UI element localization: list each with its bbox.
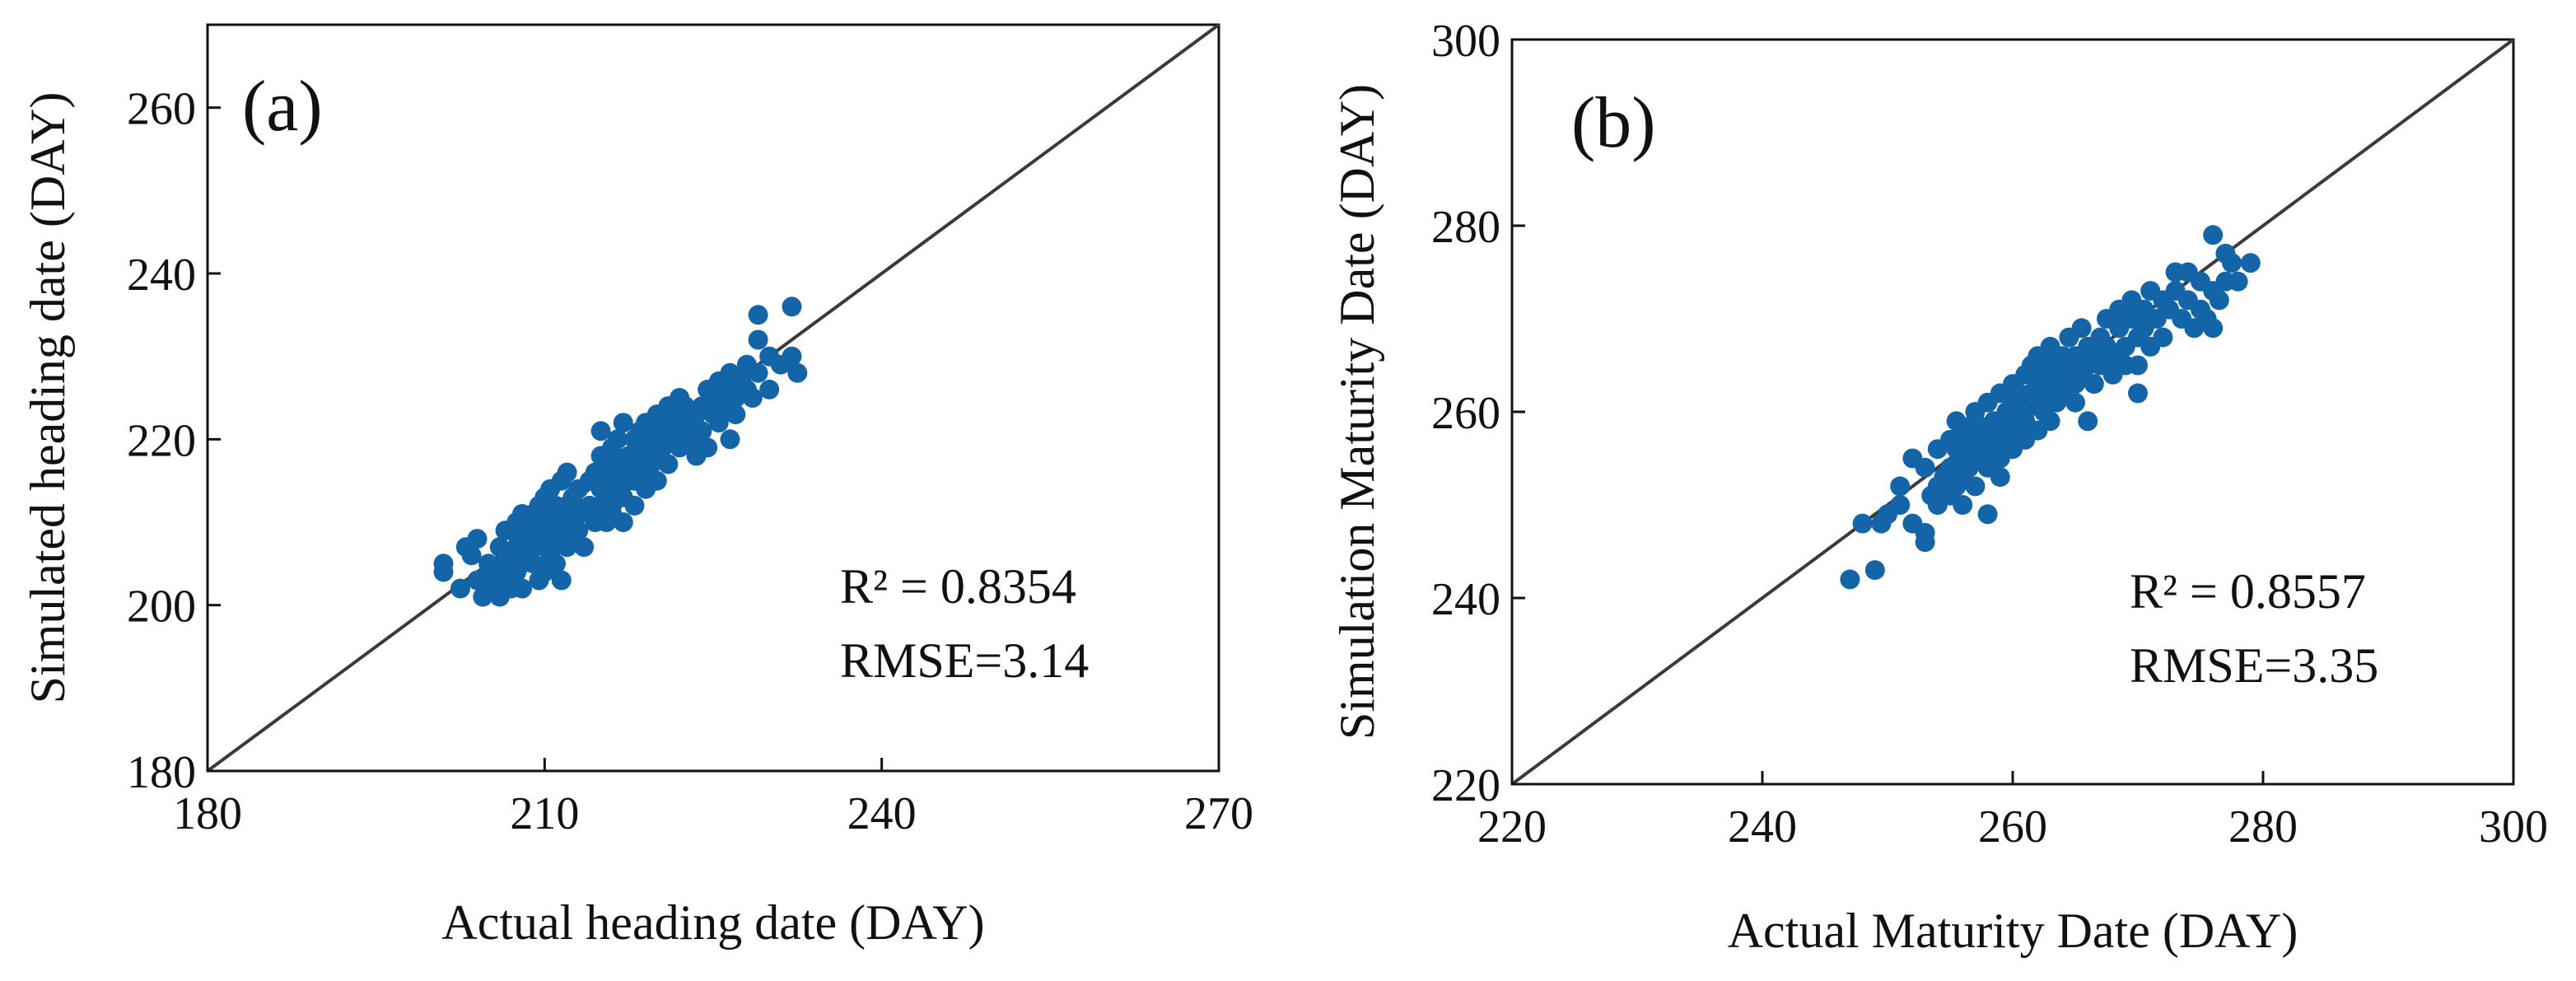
panel-b: 220 240 260 280 300 220 240 260 280 300 (b) R² =… bbox=[1330, 16, 2548, 958]
y-tick-label-b: 240 bbox=[1431, 574, 1500, 625]
scatter-point-b bbox=[1864, 560, 1885, 581]
scatter-point-a bbox=[624, 495, 645, 516]
scatter-point-a bbox=[759, 379, 780, 399]
scatter-point-b bbox=[2071, 318, 2092, 339]
x-tick-label-a: 270 bbox=[1184, 788, 1253, 839]
scatter-point-a bbox=[608, 429, 628, 450]
scatter-point-a bbox=[461, 545, 482, 566]
x-tick-label-a: 210 bbox=[510, 788, 579, 839]
x-tick-label-b: 300 bbox=[2479, 801, 2548, 853]
scatter-point-b bbox=[1990, 467, 2010, 488]
scatter-point-a bbox=[748, 329, 768, 350]
scatter-point-a bbox=[787, 362, 808, 383]
scatter-point-a bbox=[433, 554, 454, 574]
scatter-point-a bbox=[590, 421, 611, 441]
scatter-point-a bbox=[698, 437, 718, 458]
scatter-point-b bbox=[2128, 355, 2148, 376]
scatter-point-b bbox=[1965, 476, 1986, 497]
scatter-point-b bbox=[2065, 392, 2085, 413]
y-tick-label-a: 260 bbox=[127, 84, 196, 135]
y-tick-label-b: 220 bbox=[1431, 760, 1500, 811]
scatter-point-a bbox=[646, 470, 667, 491]
x-axis-title-a: Actual heading date (DAY) bbox=[441, 895, 984, 950]
scatter-point-a bbox=[748, 305, 768, 325]
y-axis-title-a: Simulated heading date (DAY) bbox=[21, 92, 75, 704]
r2-annotation-b: R² = 0.8557 bbox=[2130, 564, 2366, 619]
scatter-point-b bbox=[2222, 253, 2242, 273]
scatter-point-a bbox=[708, 413, 729, 433]
x-tick-label-a: 240 bbox=[847, 788, 917, 839]
scatter-point-a bbox=[742, 388, 763, 408]
scatter-point-b bbox=[2203, 225, 2224, 245]
scatter-point-a bbox=[726, 404, 746, 425]
scatter-point-b bbox=[1915, 457, 1935, 478]
scatter-point-a bbox=[546, 554, 566, 574]
y-axis-title-b: Simulation Maturity Date (DAY) bbox=[1330, 84, 1384, 740]
x-ticks-a: 180 210 240 270 bbox=[173, 758, 1253, 839]
x-axis-title-b: Actual Maturity Date (DAY) bbox=[1728, 904, 2298, 958]
y-tick-label-b: 280 bbox=[1431, 202, 1500, 253]
scatter-point-b bbox=[1953, 495, 1973, 515]
x-ticks-b: 220 240 260 280 300 bbox=[1477, 771, 2548, 853]
x-tick-label-b: 280 bbox=[2228, 801, 2298, 853]
scatter-point-b bbox=[1890, 476, 1911, 497]
scatter-point-a bbox=[574, 537, 595, 558]
scatter-point-b bbox=[1915, 532, 1935, 553]
scatter-point-b bbox=[2153, 327, 2173, 348]
scatter-point-b bbox=[2209, 290, 2229, 311]
x-tick-label-b: 240 bbox=[1728, 801, 1797, 853]
scatter-point-a bbox=[720, 429, 740, 450]
scatter-point-a bbox=[512, 578, 532, 599]
scatter-point-a bbox=[692, 421, 712, 441]
y-tick-label-b: 300 bbox=[1431, 16, 1500, 67]
scatter-point-a bbox=[613, 512, 633, 532]
scatter-point-b bbox=[1977, 504, 1998, 525]
y-ticks-b: 220 240 260 280 300 bbox=[1431, 16, 1525, 811]
scatter-point-a bbox=[782, 297, 802, 317]
y-ticks-a: 180 200 220 240 260 bbox=[127, 84, 221, 798]
scatter-point-b bbox=[2078, 411, 2098, 432]
x-tick-label-a: 180 bbox=[173, 788, 242, 839]
panel-a: 180 210 240 270 180 200 220 240 260 (a) R² = 0.… bbox=[21, 23, 1253, 950]
x-tick-label-b: 220 bbox=[1477, 801, 1547, 853]
y-tick-label-a: 240 bbox=[127, 250, 196, 301]
x-tick-label-b: 260 bbox=[1978, 801, 2047, 853]
scatter-point-b bbox=[2084, 374, 2104, 395]
scatter-point-b bbox=[2040, 411, 2060, 432]
scatter-point-a bbox=[467, 529, 488, 549]
scatter-points-b bbox=[1840, 225, 2261, 590]
scatter-point-a bbox=[568, 521, 589, 541]
scatter-point-b bbox=[1852, 513, 1873, 534]
y-tick-label-b: 260 bbox=[1431, 388, 1500, 439]
y-tick-label-a: 180 bbox=[127, 747, 196, 798]
scatter-point-b bbox=[2128, 383, 2148, 404]
panel-label-a: (a) bbox=[242, 67, 323, 147]
y-tick-label-a: 200 bbox=[127, 582, 196, 633]
rmse-annotation-a: RMSE=3.14 bbox=[840, 633, 1089, 688]
scatter-point-b bbox=[2203, 318, 2224, 339]
y-tick-label-a: 220 bbox=[127, 415, 196, 466]
scatter-points-a bbox=[433, 297, 808, 607]
scatter-point-a bbox=[557, 462, 577, 483]
scatter-point-a bbox=[748, 362, 768, 383]
plot-frame-a bbox=[206, 23, 1220, 773]
scatter-point-a bbox=[551, 570, 572, 591]
r2-annotation-a: R² = 0.8354 bbox=[840, 559, 1076, 614]
scatter-point-b bbox=[2240, 253, 2261, 273]
scatter-point-a bbox=[782, 346, 802, 367]
panel-label-b: (b) bbox=[1571, 83, 1656, 163]
scatter-point-a bbox=[450, 578, 470, 599]
scatter-point-a bbox=[658, 454, 679, 474]
rmse-annotation-b: RMSE=3.35 bbox=[2130, 638, 2378, 693]
scatter-point-b bbox=[2228, 271, 2248, 292]
scatter-point-b bbox=[1890, 495, 1911, 515]
scatter-point-b bbox=[1840, 569, 1860, 590]
scatter-point-a bbox=[613, 413, 633, 433]
